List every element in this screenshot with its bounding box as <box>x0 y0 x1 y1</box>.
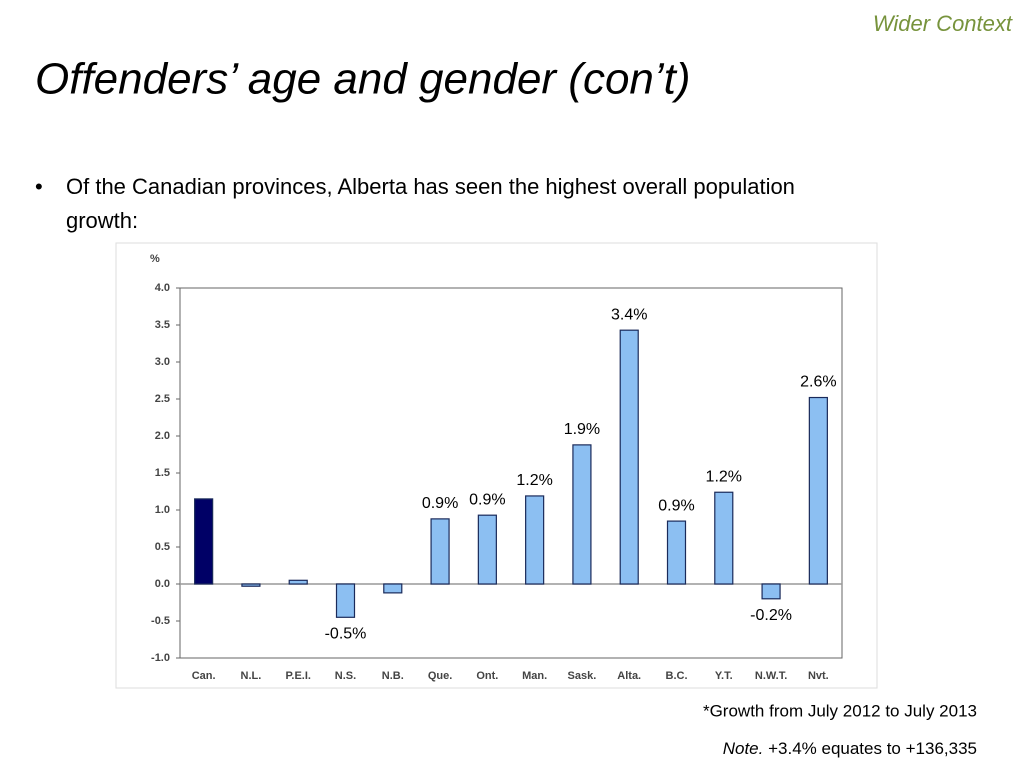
data-label: -0.5% <box>325 626 367 643</box>
data-label: -0.2% <box>750 607 792 624</box>
data-label: 0.9% <box>422 495 458 512</box>
y-tick-label: 1.5 <box>155 467 170 479</box>
x-tick-label: B.C. <box>666 670 688 682</box>
data-label: 1.2% <box>706 468 742 485</box>
data-label: 2.6% <box>800 374 836 391</box>
bar <box>619 329 639 585</box>
x-tick-label: Nvt. <box>808 670 829 682</box>
x-tick-label: Alta. <box>617 670 641 682</box>
note-label: Note. <box>723 739 764 758</box>
x-tick-label: N.B. <box>382 670 404 682</box>
y-tick-label: 4.0 <box>155 282 170 294</box>
y-tick-label: 0.0 <box>155 578 170 590</box>
y-tick-label: 2.5 <box>155 393 170 405</box>
bar <box>666 520 687 585</box>
x-tick-label: P.E.I. <box>285 670 310 682</box>
section-label: Wider Context <box>873 11 1013 36</box>
bar <box>241 583 261 587</box>
x-tick-label: Ont. <box>476 670 498 682</box>
x-tick-label: Can. <box>192 670 216 682</box>
x-tick-label: Sask. <box>568 670 597 682</box>
bar <box>525 495 545 585</box>
y-tick-label: -0.5 <box>151 615 170 627</box>
bar <box>335 583 356 618</box>
x-tick-label: N.W.T. <box>755 670 787 682</box>
note-text: +3.4% equates to +136,335 <box>768 739 977 758</box>
data-label: 0.9% <box>658 497 694 514</box>
y-tick-label: -1.0 <box>151 652 170 664</box>
bar <box>761 583 781 600</box>
bar <box>477 514 497 585</box>
bar <box>572 444 592 585</box>
footnote: *Growth from July 2012 to July 2013 <box>703 701 977 720</box>
y-tick-label: 0.5 <box>155 541 170 553</box>
y-axis-label: % <box>150 253 160 265</box>
data-label: 1.9% <box>564 421 600 438</box>
bar <box>430 518 450 585</box>
bar <box>288 579 308 585</box>
x-tick-label: Man. <box>522 670 547 682</box>
bar <box>194 498 214 585</box>
data-label: 3.4% <box>611 306 647 323</box>
x-tick-label: Y.T. <box>715 670 733 682</box>
bar <box>714 491 734 585</box>
data-label: 0.9% <box>469 491 505 508</box>
y-tick-label: 2.0 <box>155 430 170 442</box>
x-tick-label: N.L. <box>241 670 262 682</box>
slide-title: Offenders’ age and gender (con’t) <box>35 55 691 104</box>
y-tick-label: 3.5 <box>155 319 170 331</box>
y-tick-label: 3.0 <box>155 356 170 368</box>
chart-area <box>115 242 878 689</box>
x-tick-label: N.S. <box>335 670 356 682</box>
bar <box>383 583 403 594</box>
bar <box>808 396 828 585</box>
x-tick-label: Que. <box>428 670 452 682</box>
note: Note. +3.4% equates to +136,335 <box>723 739 977 758</box>
y-tick-label: 1.0 <box>155 504 170 516</box>
data-label: 1.2% <box>516 472 552 489</box>
bullet-text: Of the Canadian provinces, Alberta has s… <box>35 170 865 238</box>
